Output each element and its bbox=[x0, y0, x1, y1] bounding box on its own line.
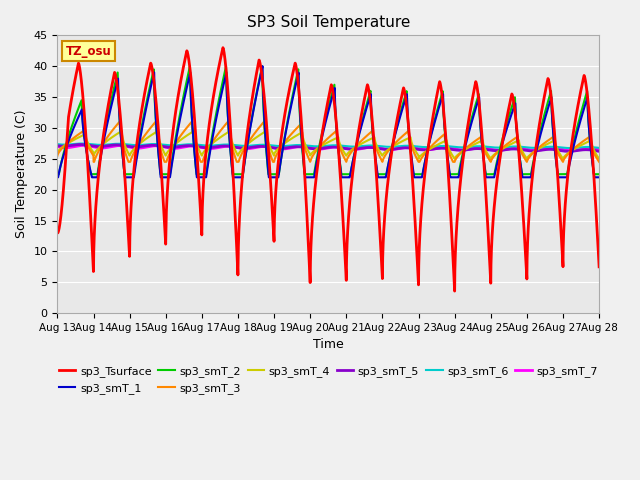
sp3_smT_7 bbox=[54, 144, 61, 149]
sp3_smT_6 bbox=[465, 144, 472, 150]
sp3_smT_3 bbox=[465, 143, 472, 149]
sp3_smT_7 bbox=[573, 147, 580, 153]
sp3_Tsurface bbox=[219, 45, 227, 50]
sp3_smT_6 bbox=[595, 145, 603, 151]
Line: sp3_smT_1: sp3_smT_1 bbox=[58, 66, 599, 177]
sp3_smT_7 bbox=[595, 147, 603, 153]
Text: TZ_osu: TZ_osu bbox=[65, 45, 111, 58]
sp3_smT_7 bbox=[566, 148, 573, 154]
sp3_Tsurface bbox=[237, 184, 245, 190]
sp3_smT_1 bbox=[237, 174, 245, 180]
X-axis label: Time: Time bbox=[313, 338, 344, 351]
sp3_smT_3 bbox=[450, 159, 458, 165]
sp3_smT_5 bbox=[573, 148, 580, 154]
sp3_smT_7 bbox=[449, 146, 457, 152]
sp3_smT_5 bbox=[566, 148, 573, 154]
sp3_smT_6 bbox=[566, 145, 574, 151]
Line: sp3_smT_6: sp3_smT_6 bbox=[58, 144, 599, 148]
Line: sp3_smT_4: sp3_smT_4 bbox=[58, 131, 599, 159]
sp3_smT_2 bbox=[573, 128, 580, 133]
sp3_smT_5 bbox=[595, 148, 603, 154]
sp3_smT_1 bbox=[573, 132, 580, 138]
sp3_smT_1 bbox=[595, 174, 603, 180]
sp3_smT_2 bbox=[595, 171, 603, 177]
sp3_smT_2 bbox=[449, 171, 457, 177]
sp3_smT_4 bbox=[237, 147, 245, 153]
Line: sp3_smT_2: sp3_smT_2 bbox=[58, 66, 599, 174]
sp3_Tsurface bbox=[595, 264, 603, 270]
sp3_smT_4 bbox=[595, 156, 603, 162]
sp3_smT_3 bbox=[54, 153, 61, 158]
sp3_smT_1 bbox=[566, 161, 573, 167]
sp3_Tsurface bbox=[451, 288, 458, 294]
Line: sp3_smT_7: sp3_smT_7 bbox=[58, 145, 599, 151]
sp3_smT_3 bbox=[90, 159, 97, 165]
sp3_smT_3 bbox=[310, 151, 318, 157]
Y-axis label: Soil Temperature (C): Soil Temperature (C) bbox=[15, 110, 28, 239]
sp3_Tsurface bbox=[465, 117, 472, 122]
sp3_smT_7 bbox=[310, 146, 317, 152]
sp3_smT_2 bbox=[54, 171, 61, 177]
sp3_smT_6 bbox=[573, 145, 580, 151]
sp3_smT_6 bbox=[310, 144, 317, 149]
sp3_smT_5 bbox=[54, 143, 61, 149]
sp3_smT_4 bbox=[566, 149, 573, 155]
sp3_smT_4 bbox=[573, 145, 580, 151]
sp3_smT_5 bbox=[465, 146, 472, 152]
sp3_smT_2 bbox=[310, 171, 317, 177]
sp3_smT_3 bbox=[595, 159, 603, 165]
sp3_smT_5 bbox=[310, 146, 317, 152]
sp3_smT_7 bbox=[465, 146, 472, 152]
sp3_smT_5 bbox=[237, 145, 245, 151]
sp3_smT_6 bbox=[78, 141, 86, 146]
sp3_smT_4 bbox=[465, 144, 472, 150]
sp3_smT_7 bbox=[568, 148, 575, 154]
sp3_smT_7 bbox=[237, 145, 245, 151]
Legend: sp3_Tsurface, sp3_smT_1, sp3_smT_2, sp3_smT_3, sp3_smT_4, sp3_smT_5, sp3_smT_6, : sp3_Tsurface, sp3_smT_1, sp3_smT_2, sp3_… bbox=[54, 362, 602, 398]
sp3_smT_6 bbox=[237, 143, 245, 149]
sp3_smT_3 bbox=[260, 119, 268, 125]
sp3_smT_1 bbox=[465, 130, 472, 136]
sp3_Tsurface bbox=[54, 230, 61, 236]
sp3_smT_4 bbox=[262, 128, 270, 134]
sp3_smT_7 bbox=[79, 143, 87, 148]
sp3_smT_4 bbox=[54, 150, 61, 156]
sp3_Tsurface bbox=[573, 111, 580, 117]
sp3_smT_3 bbox=[573, 144, 580, 149]
sp3_smT_2 bbox=[465, 126, 472, 132]
sp3_smT_6 bbox=[54, 141, 61, 147]
sp3_smT_1 bbox=[259, 63, 266, 69]
Title: SP3 Soil Temperature: SP3 Soil Temperature bbox=[246, 15, 410, 30]
sp3_smT_1 bbox=[54, 174, 61, 180]
sp3_smT_3 bbox=[237, 151, 245, 157]
sp3_Tsurface bbox=[310, 198, 317, 204]
sp3_Tsurface bbox=[566, 156, 573, 161]
sp3_smT_2 bbox=[566, 157, 573, 163]
Line: sp3_smT_3: sp3_smT_3 bbox=[58, 122, 599, 162]
sp3_Tsurface bbox=[449, 264, 457, 269]
sp3_smT_6 bbox=[566, 145, 573, 151]
Line: sp3_Tsurface: sp3_Tsurface bbox=[58, 48, 599, 291]
sp3_smT_5 bbox=[77, 142, 84, 147]
sp3_smT_4 bbox=[449, 154, 457, 160]
sp3_smT_5 bbox=[449, 147, 457, 153]
sp3_smT_1 bbox=[449, 174, 457, 180]
sp3_smT_5 bbox=[565, 148, 573, 154]
sp3_smT_6 bbox=[449, 144, 457, 150]
sp3_smT_3 bbox=[566, 149, 573, 155]
sp3_smT_1 bbox=[310, 174, 317, 180]
Line: sp3_smT_5: sp3_smT_5 bbox=[58, 144, 599, 151]
sp3_smT_2 bbox=[259, 63, 266, 69]
sp3_smT_4 bbox=[310, 148, 317, 154]
sp3_smT_2 bbox=[237, 171, 245, 177]
